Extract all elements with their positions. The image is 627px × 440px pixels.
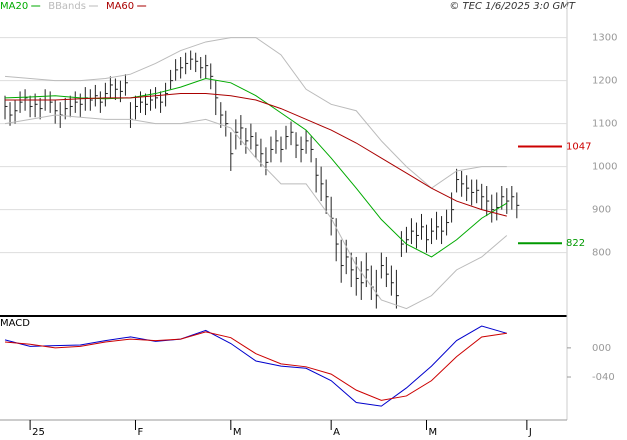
indicator-line [4, 37, 507, 189]
price-label: 1047 [566, 141, 591, 152]
legend-label: MA60 [106, 1, 134, 12]
x-tick-label: M [233, 427, 242, 438]
y-tick-label: 1100 [592, 119, 617, 130]
indicator-line [4, 114, 508, 310]
y-tick-label: -040 [592, 372, 615, 383]
y-tick-label: 000 [592, 343, 611, 354]
macd-line [4, 325, 507, 407]
x-tick-label: M [429, 427, 438, 438]
macd-plot [4, 325, 507, 407]
macd-line [4, 331, 507, 401]
price-plot [4, 37, 520, 310]
x-tick-label: J [528, 427, 532, 438]
x-tick-label: 25 [32, 427, 45, 438]
y-tick-label: 800 [592, 248, 611, 259]
price-label: 822 [566, 238, 585, 249]
legend-label: MA20 [0, 1, 28, 12]
y-tick-label: 1300 [592, 33, 617, 44]
y-tick-label: 900 [592, 205, 611, 216]
y-tick-label: 1000 [592, 162, 617, 173]
legend-label: BBands [48, 1, 86, 12]
source: © TEC 1/6/2025 3:0 GMT [449, 1, 576, 12]
macd-title: MACD [0, 318, 30, 329]
indicator-line [5, 93, 507, 217]
x-tick-label: F [137, 427, 143, 438]
x-tick-label: A [333, 427, 340, 438]
y-tick-label: 1200 [592, 76, 617, 87]
